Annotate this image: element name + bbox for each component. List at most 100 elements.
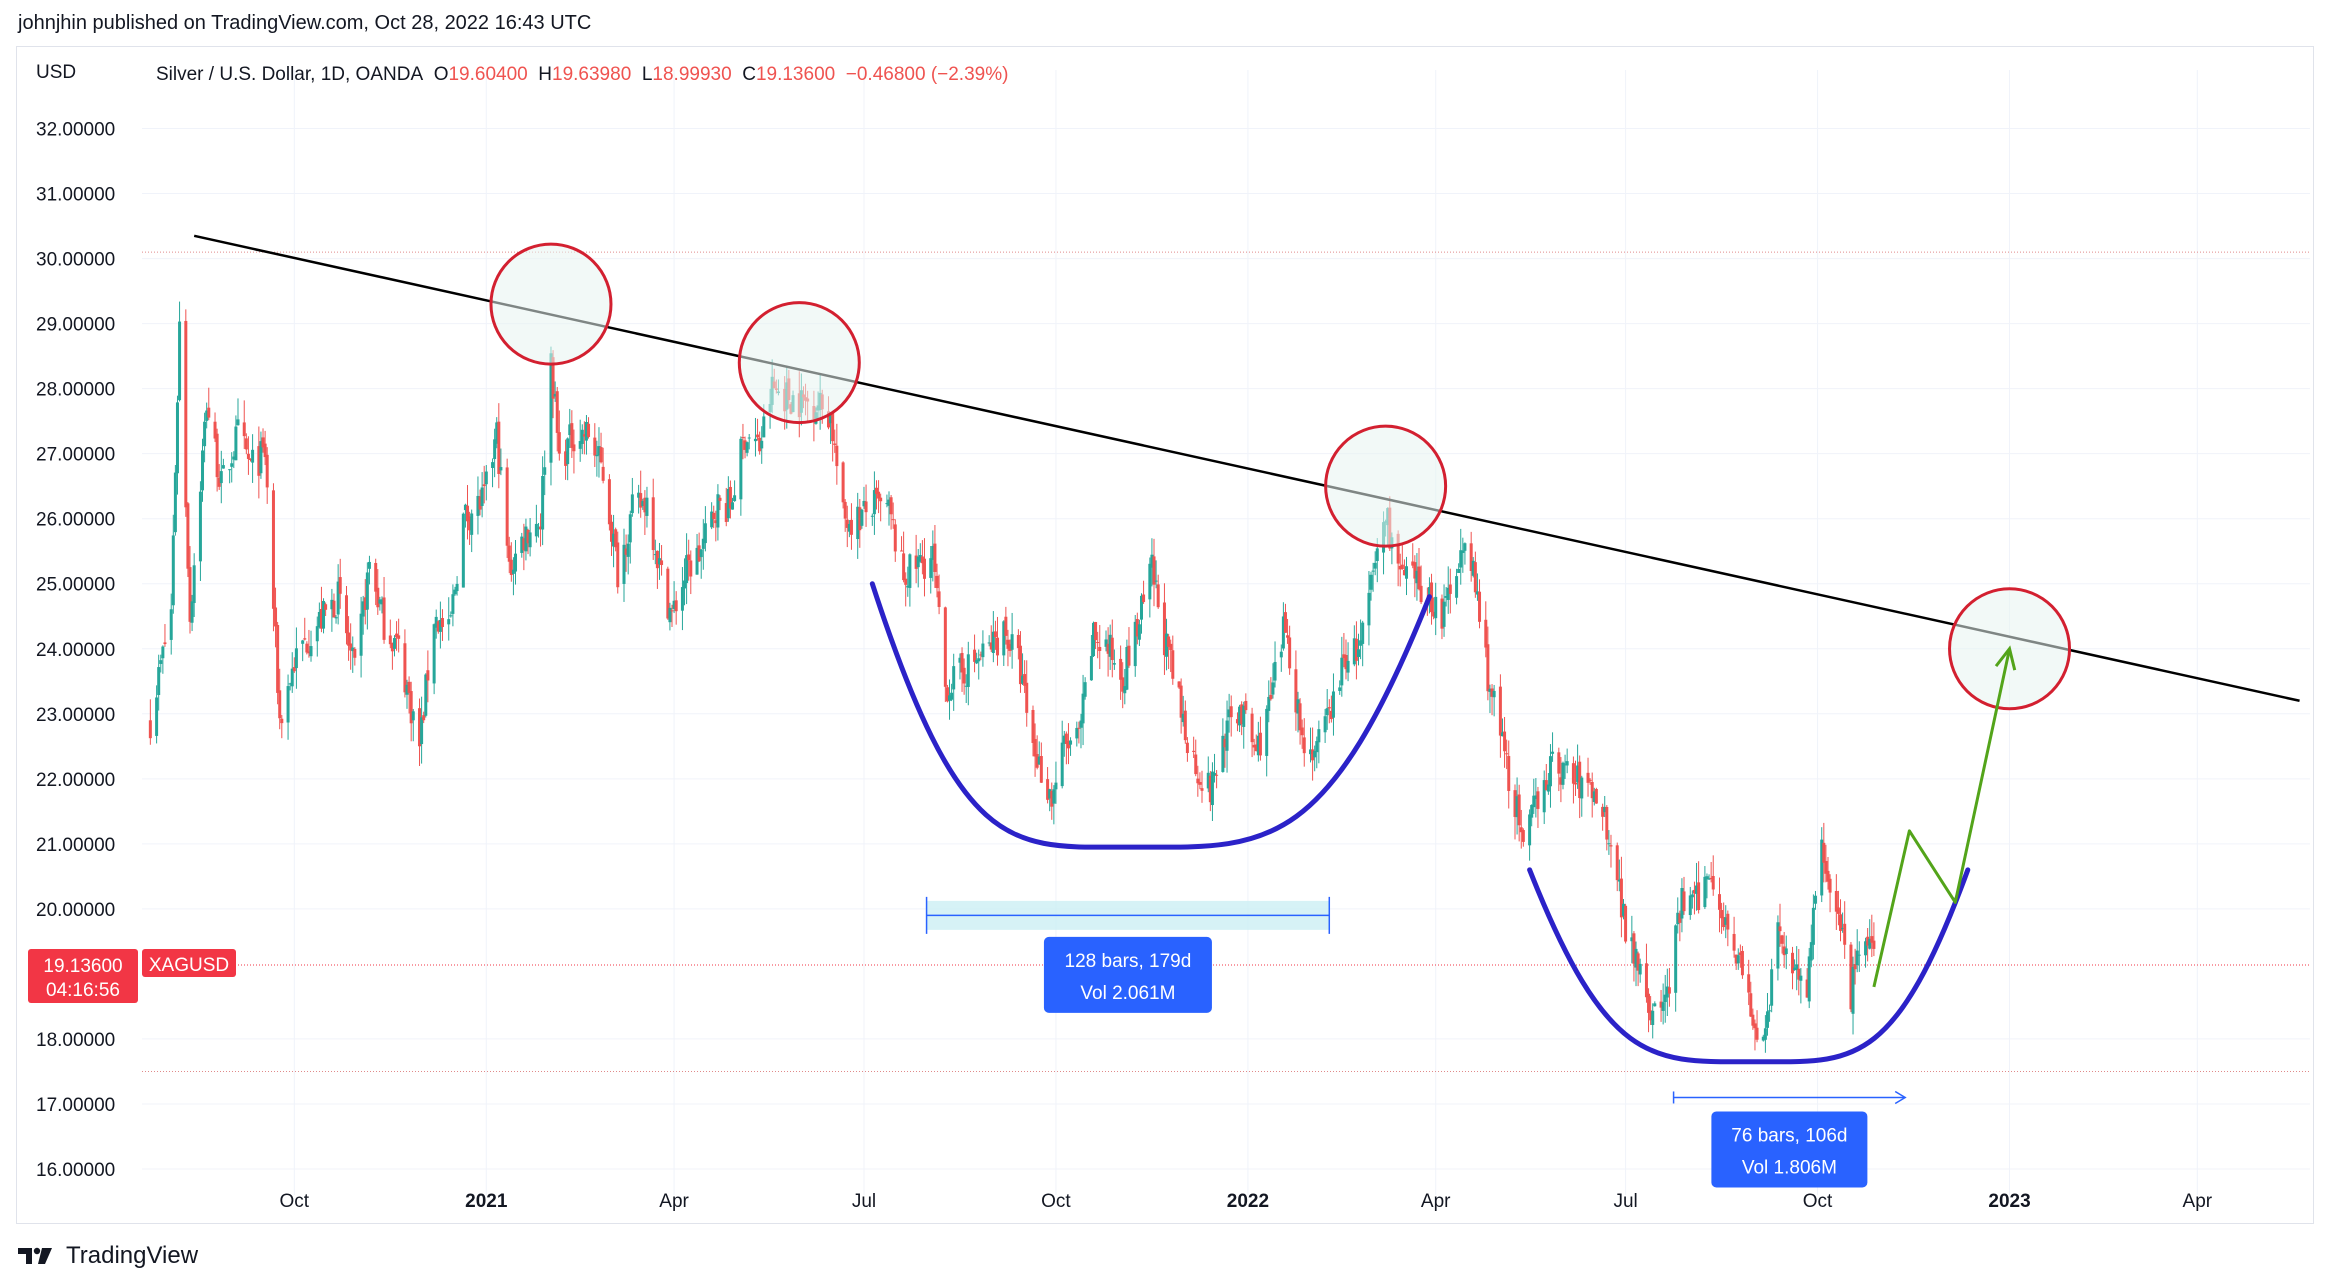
candle-body [1784, 948, 1788, 955]
candle-body [829, 412, 833, 424]
candle-body [1183, 710, 1187, 741]
candle-body [641, 501, 645, 507]
candle-body [1751, 1014, 1755, 1026]
candle-body [336, 581, 340, 615]
candle-body [1254, 744, 1258, 752]
candle-body [514, 553, 518, 572]
candle-body [1463, 543, 1467, 551]
candle-body [1252, 744, 1256, 748]
x-tick-label: 2023 [1988, 1191, 2030, 1212]
candle-body [885, 503, 889, 505]
candle-body [1559, 777, 1563, 785]
candle-body [628, 514, 632, 543]
candle-body [609, 521, 613, 542]
candle-body [580, 429, 584, 444]
candle-body [405, 684, 409, 695]
candle-body [1121, 677, 1125, 692]
candle-body [1021, 675, 1025, 684]
legend-open-label: O [434, 64, 449, 85]
candle-body [1740, 950, 1744, 976]
candle-body [835, 445, 839, 467]
price-tag-countdown: 04:16:56 [46, 980, 120, 1001]
candle-body [159, 660, 163, 664]
candle-body [307, 651, 311, 654]
candle-body [945, 687, 949, 702]
candle-body [1839, 914, 1843, 931]
candle-body [1765, 1011, 1769, 1028]
candle-body [1795, 964, 1799, 971]
candle-body [261, 437, 265, 448]
candle-body [1398, 565, 1402, 570]
measure-arrow-icon [1894, 1090, 1907, 1105]
candle-body [495, 422, 499, 444]
candle-body [689, 560, 693, 577]
candle-body [1469, 543, 1473, 571]
candle-body [758, 437, 762, 452]
candle-body [1206, 772, 1210, 789]
candle-body [760, 440, 764, 449]
candle-body [221, 465, 225, 469]
candle-body [931, 545, 935, 560]
measure-label-bars: 128 bars, 179d [1065, 951, 1192, 972]
candle-body [710, 511, 714, 528]
candle-body [1344, 654, 1348, 670]
candle-body [948, 695, 952, 701]
candle-body [407, 681, 411, 693]
candle-body [1532, 795, 1536, 808]
candle-body [1753, 1023, 1757, 1029]
symbol-tag-box [142, 949, 236, 978]
candle-body [288, 683, 292, 685]
candle-body [1486, 644, 1490, 692]
candle-body [436, 621, 440, 632]
candle-body [1298, 703, 1302, 731]
candle-body [1636, 953, 1640, 971]
highlight-circle [1324, 424, 1448, 548]
candle-body [601, 466, 605, 481]
candle-body [1484, 619, 1488, 648]
candle-body [1594, 788, 1598, 804]
candle-body [597, 446, 601, 456]
candle-body [670, 610, 674, 612]
candle-body [215, 433, 219, 478]
candle-body [482, 484, 486, 487]
candlesticks [148, 301, 1876, 1053]
candle-body [1711, 876, 1715, 890]
candle-body [570, 423, 574, 448]
candle-body [461, 513, 465, 588]
candle-body [1006, 639, 1010, 649]
candle-body [826, 411, 830, 428]
candle-body [1331, 691, 1335, 718]
symbol-tag-label: XAGUSD [149, 955, 229, 976]
candle-body [324, 604, 328, 610]
candle-body [163, 642, 167, 645]
candle-body [1192, 750, 1196, 753]
candle-body [699, 549, 703, 558]
candle-body [265, 454, 269, 488]
candle-body [745, 442, 749, 453]
candle-body [1340, 657, 1344, 686]
candle-body [1663, 994, 1667, 1003]
candle-body [958, 657, 962, 663]
candle-body [426, 670, 430, 681]
candle-body [509, 559, 513, 575]
candle-body [1221, 735, 1225, 772]
candle-body [1446, 587, 1450, 600]
candle-body [943, 607, 947, 687]
candle-body [1682, 891, 1686, 912]
candle-body [1279, 651, 1283, 658]
y-tick-label: 27.00000 [36, 445, 115, 466]
candle-body [453, 589, 457, 595]
candle-body [1557, 752, 1561, 774]
candle-body [739, 438, 743, 500]
tradingview-logo-icon [18, 1247, 52, 1264]
price-tag-box [28, 949, 138, 1004]
candle-body [1179, 685, 1183, 718]
candle-body [1194, 754, 1198, 775]
candle-body [1592, 791, 1596, 802]
candle-body [1459, 550, 1463, 568]
candle-body [491, 462, 495, 468]
candle-body [213, 421, 217, 439]
candle-body [1471, 560, 1475, 576]
candle-body [847, 523, 851, 532]
